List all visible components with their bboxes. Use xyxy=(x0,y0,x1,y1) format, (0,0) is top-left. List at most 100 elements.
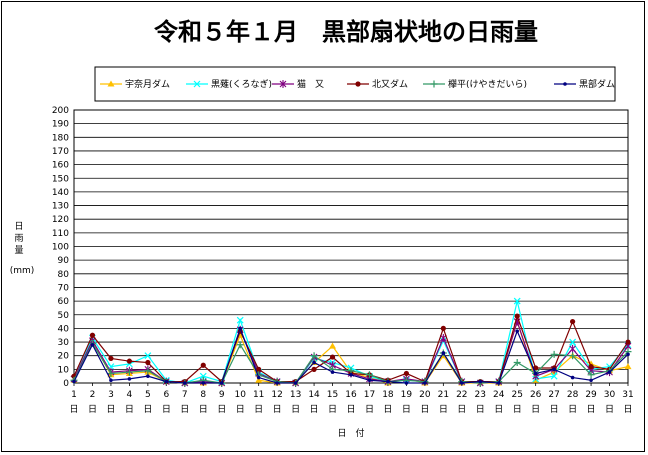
x-tick-label: 31 xyxy=(622,390,633,400)
data-point xyxy=(478,379,483,384)
series-6 xyxy=(72,326,630,385)
legend-item: 北又ダム xyxy=(347,78,408,90)
x-tick-suffix: 日 xyxy=(310,404,319,415)
x-tick-label: 12 xyxy=(271,390,282,400)
y-tick-label: 190 xyxy=(52,120,69,130)
x-tick-suffix: 日 xyxy=(494,404,503,415)
data-point xyxy=(329,354,336,360)
legend-label: 欅平(けやきだいら) xyxy=(448,79,527,90)
chart-title: 令和５年１月 黒部扇状地の日雨量 xyxy=(154,18,538,46)
x-tick-suffix: 日 xyxy=(531,404,540,415)
x-tick-suffix: 日 xyxy=(254,404,263,415)
x-tick-suffix: 日 xyxy=(217,404,226,415)
x-tick-label: 20 xyxy=(419,390,431,400)
x-tick-suffix: 日 xyxy=(439,404,448,415)
x-tick-label: 30 xyxy=(604,390,616,400)
y-tick-label: 180 xyxy=(52,133,69,143)
legend-marker xyxy=(355,81,361,87)
data-point xyxy=(588,364,594,370)
data-point xyxy=(533,371,538,376)
y-axis: 0 10 20 30 40 50 60 70 80 90 100 110 120 130 140 150 160… xyxy=(52,106,69,389)
y-tick-label: 30 xyxy=(58,338,70,348)
legend-marker xyxy=(279,80,287,88)
x-tick-suffix: 日 xyxy=(291,404,300,415)
x-tick-label: 3 xyxy=(108,390,114,400)
x-tick-suffix: 日 xyxy=(125,404,134,415)
x-tick-label: 10 xyxy=(234,390,246,400)
x-tick-label: 24 xyxy=(493,390,505,400)
y-tick-label: 10 xyxy=(58,365,70,375)
x-tick-suffix: 日 xyxy=(550,404,559,415)
legend-item: 黒部ダム xyxy=(554,78,615,90)
x-tick-suffix: 日 xyxy=(273,404,282,415)
series-layer xyxy=(70,297,632,387)
y-tick-label: 140 xyxy=(52,188,69,198)
data-point xyxy=(145,359,151,366)
data-point xyxy=(423,381,427,385)
y-tick-label: 120 xyxy=(52,215,69,225)
data-point xyxy=(72,379,76,384)
x-tick-suffix: 日 xyxy=(162,404,171,415)
x-tick-label: 19 xyxy=(401,390,413,400)
y-tick-label: 170 xyxy=(52,147,69,157)
data-point xyxy=(144,352,152,360)
data-point xyxy=(607,370,612,374)
x-tick-label: 6 xyxy=(163,390,169,400)
x-tick-label: 16 xyxy=(345,390,357,400)
data-point xyxy=(238,326,242,331)
x-tick-label: 14 xyxy=(308,390,320,400)
x-axis: 1日2日3日4日5日6日7日8日9日10日11日12日13日14日15日16日1… xyxy=(69,383,634,415)
y-axis-label-3: 量 xyxy=(14,245,23,256)
data-point xyxy=(589,378,593,383)
data-point xyxy=(514,313,520,319)
data-point xyxy=(330,370,335,374)
y-axis-label-2: 雨 xyxy=(14,233,23,244)
x-tick-suffix: 日 xyxy=(476,404,485,415)
x-tick-suffix: 日 xyxy=(236,404,245,415)
data-point xyxy=(107,369,115,377)
y-axis-unit: (mm) xyxy=(10,266,35,276)
legend-label: 宇奈月ダム xyxy=(125,78,170,90)
data-point xyxy=(569,352,577,360)
y-tick-label: 160 xyxy=(52,161,69,171)
data-point xyxy=(569,338,577,346)
data-point xyxy=(460,381,464,385)
data-point xyxy=(569,344,576,353)
x-tick-suffix: 日 xyxy=(199,404,208,415)
x-tick-suffix: 日 xyxy=(568,404,577,415)
y-tick-label: 50 xyxy=(58,311,70,321)
data-point xyxy=(125,368,133,376)
data-point xyxy=(440,325,446,331)
x-tick-label: 22 xyxy=(456,390,467,400)
legend-marker xyxy=(430,80,438,88)
legend-item: 黒薙(くろなぎ) xyxy=(186,78,272,90)
y-tick-label: 70 xyxy=(58,283,70,293)
data-point xyxy=(550,372,558,380)
data-point xyxy=(513,297,521,305)
x-tick-label: 28 xyxy=(567,390,579,400)
x-tick-label: 7 xyxy=(182,390,188,400)
data-point xyxy=(256,375,261,380)
y-tick-label: 40 xyxy=(58,324,70,334)
data-point xyxy=(552,367,556,372)
data-point xyxy=(199,372,207,380)
data-point xyxy=(164,379,169,384)
data-point xyxy=(311,366,317,372)
x-tick-label: 25 xyxy=(511,390,522,400)
x-tick-suffix: 日 xyxy=(605,404,614,415)
x-tick-label: 9 xyxy=(219,390,225,400)
y-tick-label: 80 xyxy=(58,270,70,280)
data-point xyxy=(365,371,373,379)
legend-marker xyxy=(107,80,115,87)
x-tick-label: 2 xyxy=(90,390,96,400)
y-tick-label: 60 xyxy=(58,297,70,307)
x-tick-suffix: 日 xyxy=(365,404,374,415)
data-point xyxy=(515,329,519,333)
x-tick-label: 11 xyxy=(253,390,264,400)
data-point xyxy=(624,363,632,370)
x-tick-suffix: 日 xyxy=(623,404,632,415)
data-point xyxy=(90,342,95,347)
gridlines xyxy=(74,123,628,370)
x-tick-label: 21 xyxy=(438,390,449,400)
